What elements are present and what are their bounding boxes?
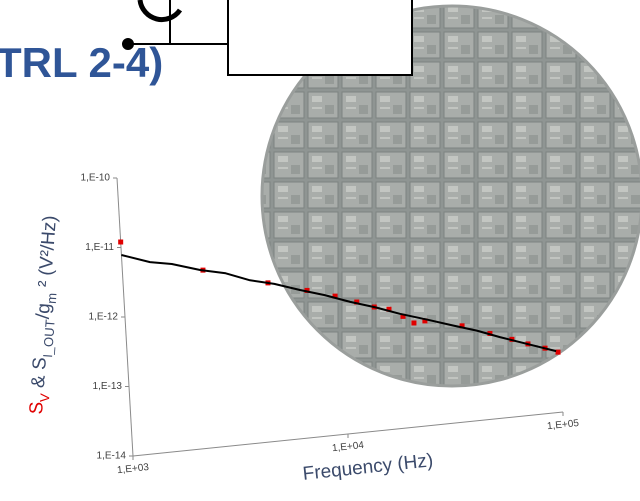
data-point (354, 299, 360, 305)
heading: TRL 2-4) (0, 39, 163, 86)
y-axis-title-part: & S (28, 357, 51, 394)
y-axis-title-part: m (44, 292, 60, 304)
data-point (555, 349, 561, 355)
y-tick-label: 1,E-11 (85, 242, 114, 253)
y-tick-label: 1,E-12 (89, 312, 119, 323)
y-tick-label: 1,E-13 (93, 381, 123, 392)
data-point (400, 313, 406, 319)
x-tick-label: 1,E+04 (332, 440, 365, 454)
data-point (118, 239, 124, 245)
x-tick-label: 1,E+03 (117, 462, 150, 476)
y-axis-title-part: /g (33, 302, 55, 319)
y-axis-title-part: I_OUT (40, 319, 58, 358)
data-point (411, 320, 417, 326)
y-tick-label: 1,E-10 (81, 173, 111, 184)
wafer (260, 4, 640, 388)
data-line (121, 254, 557, 353)
y-axis-title: SV & SI_OUT/gm ² (V²/Hz) (26, 215, 65, 416)
data-point (459, 323, 465, 329)
y-axis-title-part: V (37, 393, 53, 403)
y-tick-label: 1,E-14 (97, 451, 127, 462)
circuit (122, 0, 413, 76)
y-axis-title-part: S (26, 401, 48, 415)
x-tick-label: 1,E+05 (547, 418, 580, 432)
data-point (304, 287, 310, 293)
data-point (422, 318, 428, 324)
y-axis-title-part: ² (V²/Hz) (35, 215, 61, 293)
x-axis-title: Frequency (Hz) (302, 450, 434, 485)
data-point (332, 293, 338, 299)
data-point (386, 306, 392, 312)
